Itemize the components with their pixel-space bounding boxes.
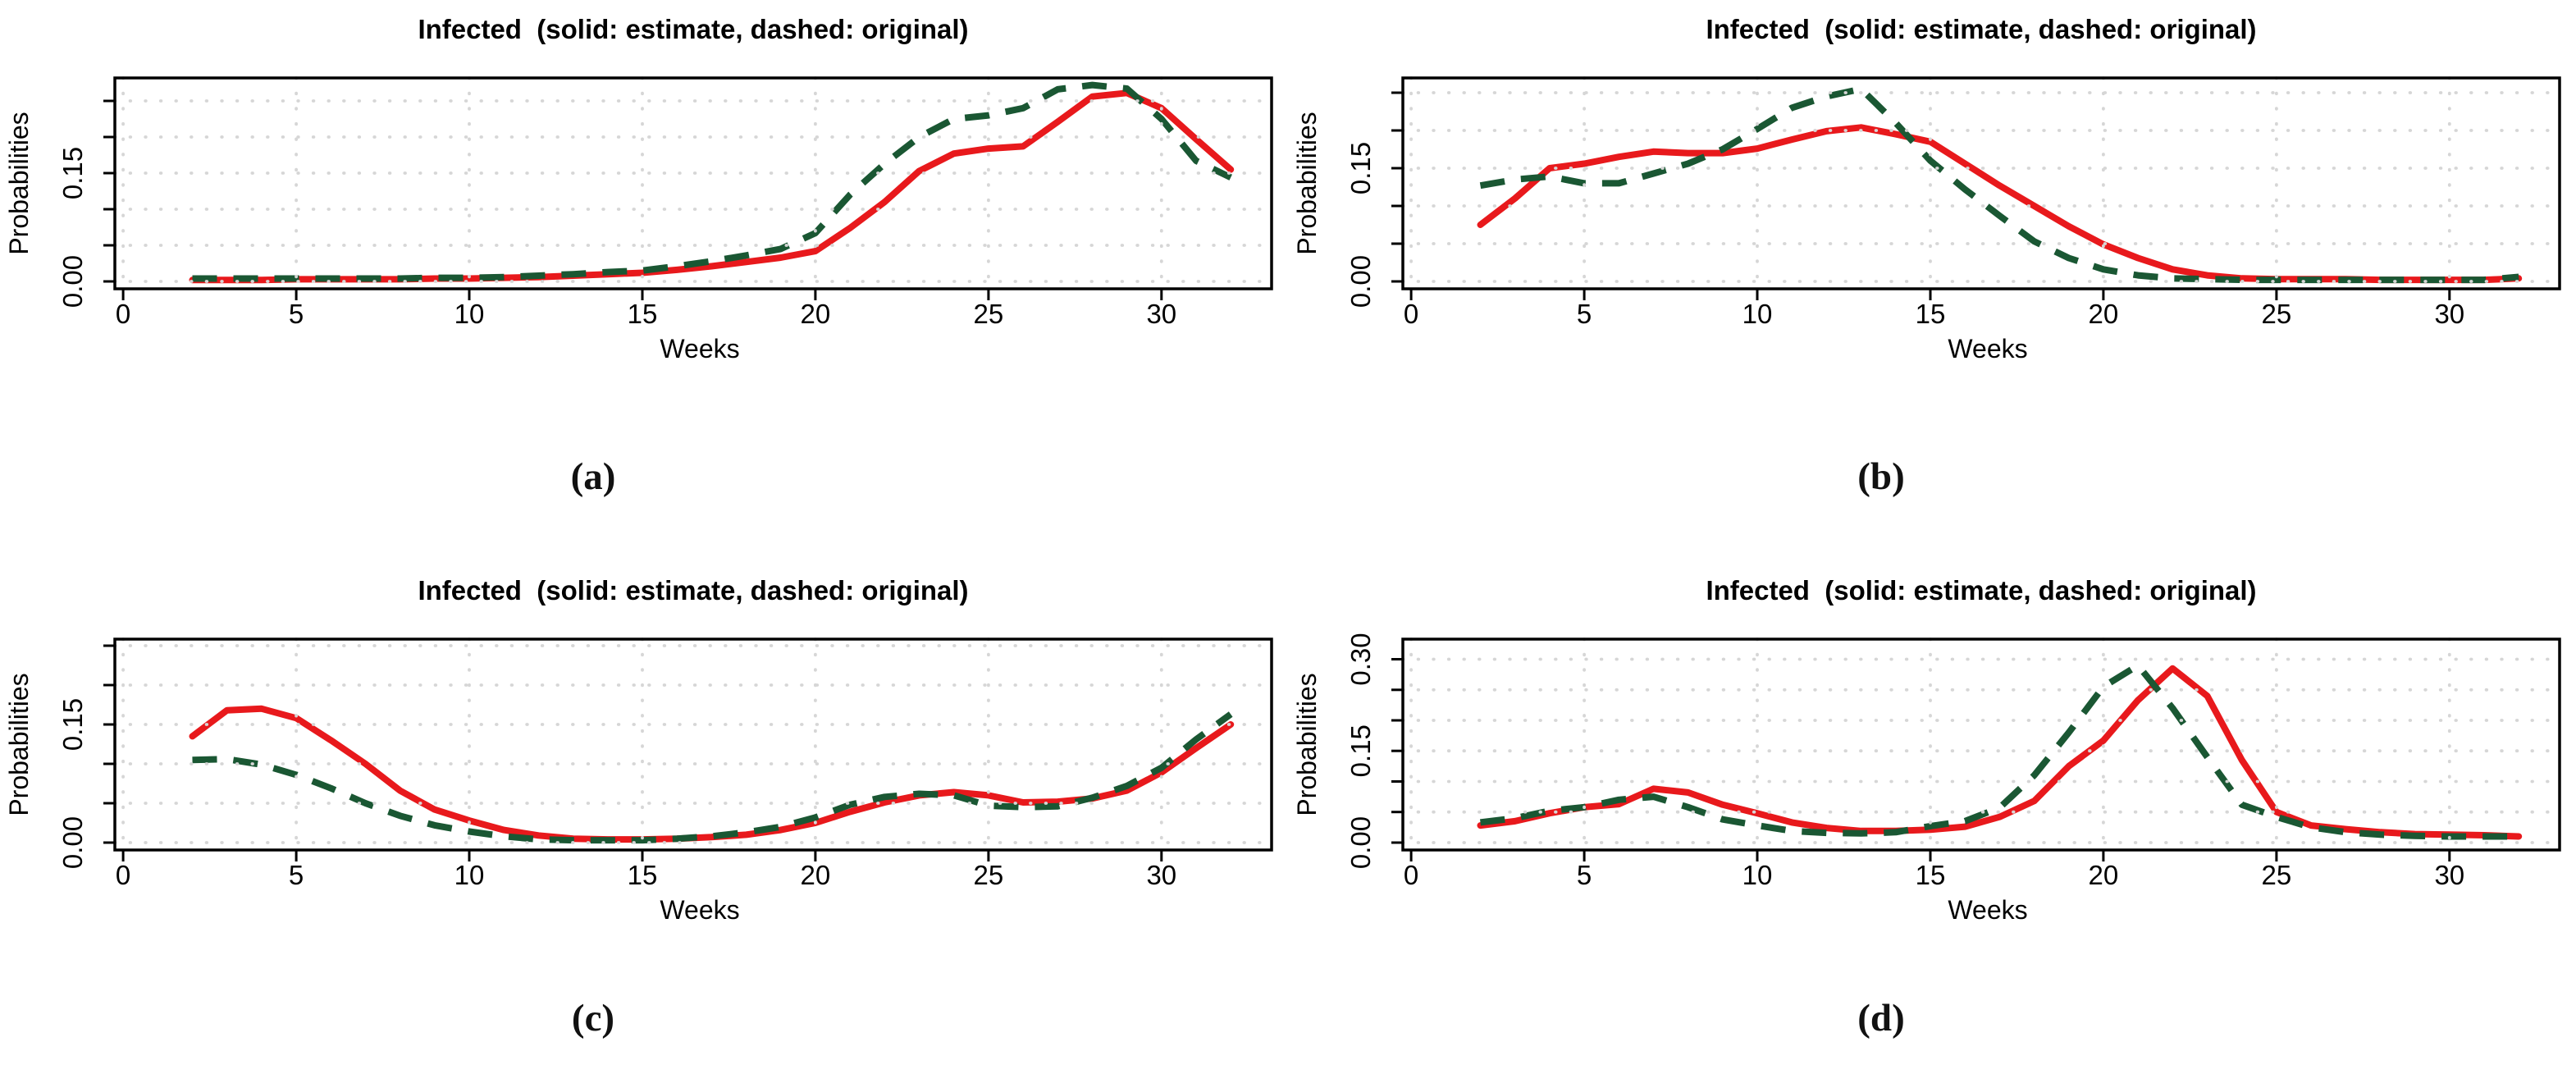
panel-d: Infected (solid: estimate, dashed: origi… [1288, 542, 2576, 1083]
panel-b: Infected (solid: estimate, dashed: origi… [1288, 0, 2576, 542]
estimate-line [1477, 124, 2523, 284]
y-axis-label: Probabilities [4, 112, 34, 254]
axis-ticks [1391, 658, 2451, 861]
panel-title: Infected (solid: estimate, dashed: origi… [1706, 14, 2256, 44]
estimate-line [189, 705, 1235, 843]
x-tick-label: 15 [628, 860, 658, 890]
y-axis-label: Probabilities [1292, 673, 1322, 816]
curves [189, 705, 1235, 844]
x-tick-label: 0 [1404, 299, 1418, 329]
x-tick-label: 0 [116, 860, 130, 890]
caption-a-text: (a) [570, 455, 616, 498]
y-tick-label: 0.15 [1345, 142, 1376, 194]
caption-b: (b) [1857, 452, 1904, 501]
caption-c-text: (c) [571, 997, 615, 1040]
x-axis-label: Weeks [660, 334, 739, 363]
panel-title: Infected (solid: estimate, dashed: origi… [1706, 575, 2256, 605]
y-tick-label: 0.00 [1345, 255, 1376, 308]
x-tick-label: 5 [289, 860, 304, 890]
chart-b: Infected (solid: estimate, dashed: origi… [1292, 14, 2561, 363]
grid [113, 76, 1273, 290]
y-axis-label: Probabilities [4, 673, 34, 816]
estimate-line [1477, 665, 2523, 840]
x-tick-label: 15 [1916, 860, 1946, 890]
caption-b-text: (b) [1857, 455, 1905, 498]
x-tick-label: 25 [2262, 299, 2292, 329]
curves [1477, 85, 2523, 284]
caption-d: (d) [1857, 994, 1904, 1043]
x-tick-label: 25 [974, 860, 1004, 890]
caption-d-text: (d) [1857, 997, 1905, 1040]
axis-ticks [1391, 91, 2451, 300]
curves [1477, 662, 2523, 840]
chart-a: Infected (solid: estimate, dashed: origi… [4, 14, 1273, 363]
x-tick-label: 20 [801, 299, 831, 329]
plot-box [1401, 76, 2561, 290]
y-axis-label: Probabilities [1292, 112, 1322, 254]
x-tick-label: 15 [628, 299, 658, 329]
x-tick-label: 20 [2089, 299, 2119, 329]
x-tick-label: 25 [2262, 860, 2292, 890]
plot-box [1401, 637, 2561, 852]
x-tick-label: 15 [1916, 299, 1946, 329]
caption-c: (c) [572, 994, 614, 1043]
y-tick-label: 0.15 [57, 698, 88, 751]
y-tick-label: 0.15 [57, 147, 88, 199]
grid [1401, 637, 2561, 852]
x-tick-label: 20 [801, 860, 831, 890]
x-tick-label: 20 [2089, 860, 2119, 890]
plot-box [113, 637, 1273, 852]
x-tick-label: 30 [2434, 299, 2464, 329]
caption-a: (a) [571, 452, 616, 501]
x-tick-label: 5 [289, 299, 304, 329]
curves [189, 81, 1235, 284]
original-line [1479, 85, 2519, 284]
x-tick-label: 10 [1742, 299, 1773, 329]
x-tick-label: 5 [1577, 860, 1592, 890]
x-axis-label: Weeks [1948, 895, 2027, 925]
chart-c: Infected (solid: estimate, dashed: origi… [4, 575, 1273, 925]
x-tick-label: 10 [1742, 860, 1773, 890]
x-tick-label: 0 [116, 299, 130, 329]
y-tick-label: 0.00 [57, 255, 88, 308]
axis-ticks [103, 99, 1163, 300]
original-line [192, 81, 1232, 282]
axis-ticks [103, 644, 1163, 861]
panel-title: Infected (solid: estimate, dashed: origi… [418, 14, 968, 44]
y-tick-label: 0.15 [1345, 724, 1376, 777]
grid [113, 637, 1273, 852]
x-tick-label: 10 [454, 299, 485, 329]
panel-c: Infected (solid: estimate, dashed: origi… [0, 542, 1288, 1083]
x-tick-label: 30 [2434, 860, 2464, 890]
x-axis-label: Weeks [1948, 334, 2027, 363]
y-tick-label: 0.30 [1345, 633, 1376, 685]
x-axis-label: Weeks [660, 895, 739, 925]
y-tick-label: 0.00 [57, 816, 88, 869]
panel-title: Infected (solid: estimate, dashed: origi… [418, 575, 968, 605]
x-tick-label: 10 [454, 860, 485, 890]
chart-d: Infected (solid: estimate, dashed: origi… [1292, 575, 2561, 925]
x-tick-label: 0 [1404, 860, 1418, 890]
plot-box [113, 76, 1273, 290]
x-tick-label: 30 [1146, 860, 1176, 890]
panel-a: Infected (solid: estimate, dashed: origi… [0, 0, 1288, 542]
estimate-line [189, 89, 1235, 284]
grid [1401, 76, 2561, 290]
y-tick-label: 0.00 [1345, 816, 1376, 869]
x-tick-label: 5 [1577, 299, 1592, 329]
x-tick-label: 25 [974, 299, 1004, 329]
x-tick-label: 30 [1146, 299, 1176, 329]
original-line [192, 711, 1233, 844]
original-line [1480, 662, 2519, 840]
